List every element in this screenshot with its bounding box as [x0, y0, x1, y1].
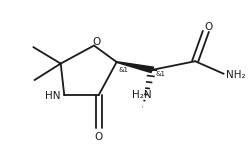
Polygon shape	[117, 62, 154, 73]
Text: HN: HN	[45, 91, 61, 101]
Text: H₂N: H₂N	[132, 90, 152, 100]
Text: &1: &1	[155, 71, 165, 77]
Text: O: O	[92, 37, 100, 47]
Text: NH₂: NH₂	[226, 70, 246, 80]
Text: &1: &1	[119, 67, 129, 73]
Text: O: O	[205, 22, 213, 32]
Text: O: O	[95, 132, 103, 142]
